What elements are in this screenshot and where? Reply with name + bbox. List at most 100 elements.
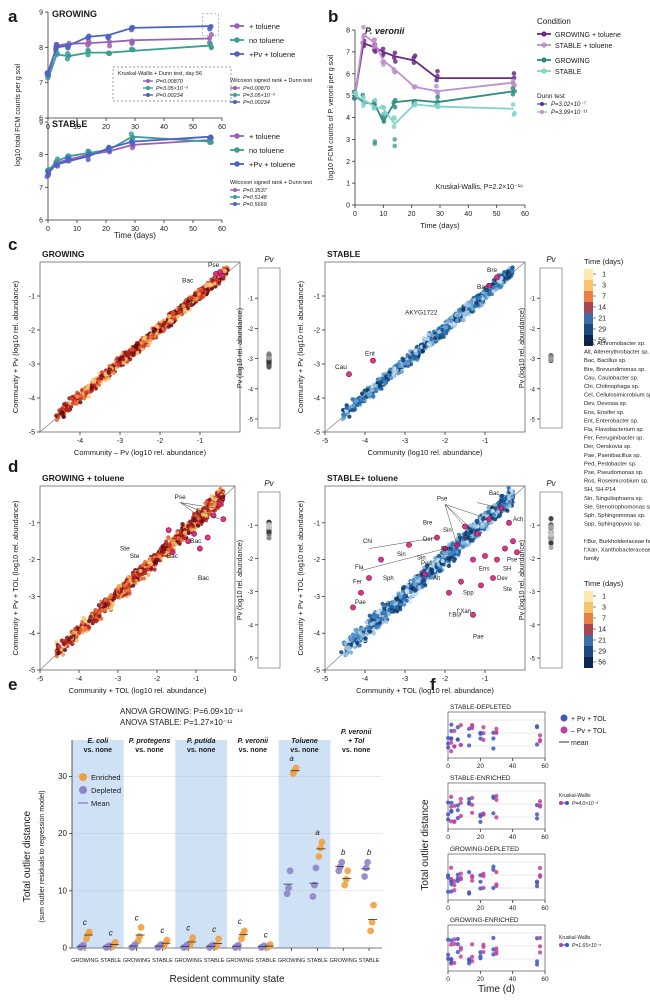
data-point (93, 608, 98, 613)
y-tick-label: 6 (346, 71, 350, 78)
data-point (182, 530, 187, 535)
data-point (412, 103, 418, 108)
data-point (348, 650, 354, 655)
species-label: Ped (421, 561, 432, 567)
enriched-point (318, 838, 326, 846)
y-tick-label: -2 (29, 328, 35, 335)
y-tick-label: -5 (314, 668, 320, 675)
data-point (54, 413, 59, 418)
data-point (472, 523, 477, 528)
data-point (399, 369, 404, 374)
species-label: Pse (437, 497, 448, 503)
species-key-item: Ped, Pedobacter sp. (584, 461, 637, 467)
highlight-point (219, 272, 225, 279)
data-point (398, 607, 403, 612)
species-label: Fla (355, 565, 364, 571)
data-point (497, 279, 502, 284)
data-point (510, 81, 516, 86)
chart-title: STABLE (327, 249, 361, 259)
panel-letter-b: b (328, 7, 338, 26)
colorbar-label: 3 (602, 605, 606, 612)
colorbar-cell (584, 291, 593, 302)
data-point (208, 23, 214, 30)
y-tick-label: -1 (248, 524, 254, 530)
dunn-marker (540, 102, 544, 106)
x-tick-label: -4 (76, 676, 82, 683)
species-label: Ent (365, 351, 375, 358)
x-tick-label: 20 (408, 211, 416, 218)
data-point (90, 379, 95, 384)
legend-marker (234, 51, 240, 57)
data-point (266, 521, 272, 528)
data-point (381, 603, 387, 608)
data-point (218, 495, 223, 500)
group-title: P. veronii (341, 729, 373, 736)
data-point (434, 333, 440, 338)
legend-marker (234, 161, 240, 167)
data-point (126, 583, 131, 588)
data-point (360, 391, 365, 396)
y-tick-label: -3 (530, 357, 536, 363)
depleted-point (209, 941, 216, 949)
colorbar-label: 29 (598, 649, 606, 656)
data-point (392, 97, 398, 103)
significance-letter: c (109, 928, 113, 937)
data-point (429, 567, 435, 572)
significance-letter: c (186, 924, 190, 933)
data-point (401, 358, 406, 363)
data-point (103, 598, 109, 603)
data-point (105, 34, 111, 41)
data-point (196, 291, 202, 297)
data-point (371, 44, 377, 50)
plot-frame (39, 261, 241, 433)
data-point (126, 574, 131, 580)
enriched-point (266, 941, 274, 948)
data-point (85, 42, 91, 48)
data-point (200, 519, 205, 524)
highlight-box (202, 13, 219, 37)
y-tick-label: -3 (29, 362, 35, 369)
data-point (371, 631, 376, 636)
group-title: P. putida (187, 738, 216, 745)
species-key-item: Ste, Stenotrophomonas sp. (584, 504, 650, 510)
colorbar-label: 29 (598, 327, 606, 334)
data-point (68, 640, 73, 645)
data-point (407, 355, 412, 360)
data-point (413, 582, 418, 587)
species-label: Bac (190, 538, 202, 545)
data-point (484, 288, 489, 293)
data-point (138, 576, 144, 582)
data-point (53, 46, 59, 52)
pv-strip: Pv-1-2-3-4-5Pv (log10 rel. abundance) (237, 255, 281, 429)
data-point (381, 59, 387, 64)
data-point (97, 379, 102, 384)
legend-label: GROWING + toluene (555, 32, 621, 39)
data-point (105, 50, 112, 56)
data-point (507, 503, 512, 509)
data-point (123, 588, 128, 593)
highlight-point (490, 575, 496, 581)
enriched-point (315, 853, 323, 860)
data-point (370, 387, 375, 393)
y-tick-label: 2 (346, 159, 350, 166)
data-point (131, 579, 136, 584)
x-tick-label: -3 (117, 438, 123, 445)
data-point (363, 636, 368, 641)
species-label: Sph (383, 576, 394, 582)
legend-title: Time (days) (584, 579, 624, 588)
species-label: Bre (423, 521, 433, 527)
group-title: vs. none (84, 747, 113, 754)
data-point (171, 311, 176, 317)
y-tick-label: 9 (39, 120, 43, 127)
data-point (508, 273, 513, 278)
y-tick-label: -1 (530, 524, 536, 530)
colorbar-cell (584, 280, 593, 291)
y-tick-label: -2 (248, 327, 254, 333)
data-point (432, 559, 437, 564)
data-point (461, 307, 466, 312)
x-tick-label: -1 (482, 438, 488, 445)
data-point (164, 539, 169, 544)
data-point (171, 538, 176, 544)
